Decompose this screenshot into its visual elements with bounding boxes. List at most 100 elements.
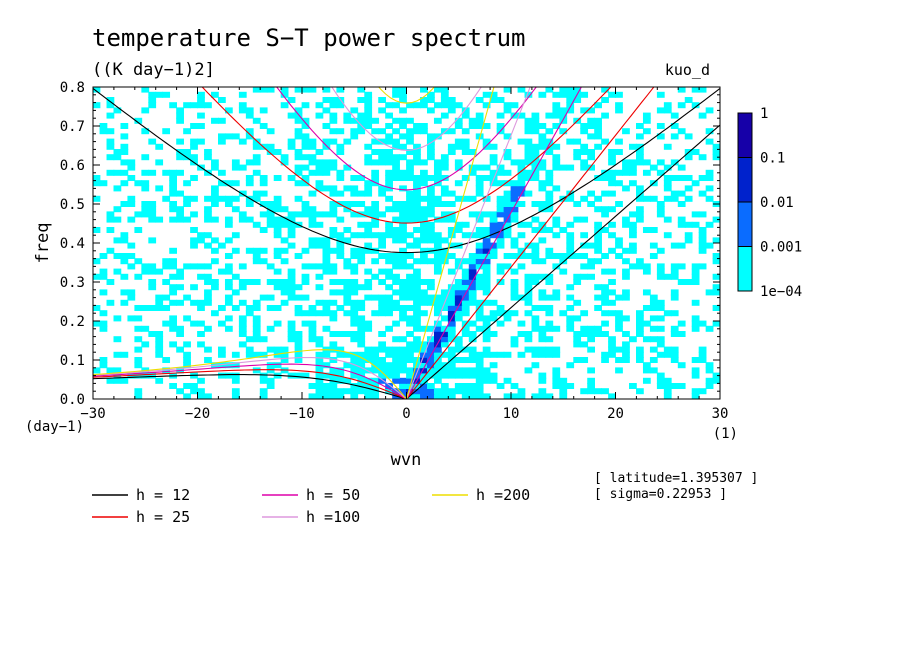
heatmap-cell xyxy=(636,190,644,197)
heatmap-cell xyxy=(454,310,463,317)
heatmap-cell xyxy=(385,154,393,161)
heatmap-cell xyxy=(336,169,345,176)
heatmap-cell xyxy=(475,180,484,187)
heatmap-cell xyxy=(580,149,589,155)
heatmap-cell xyxy=(329,263,338,270)
heatmap-cell xyxy=(531,227,540,233)
heatmap-cell xyxy=(315,383,324,389)
heatmap-cell xyxy=(252,305,261,311)
heatmap-cell xyxy=(155,305,164,311)
heatmap-cell xyxy=(162,305,171,311)
heatmap-cell xyxy=(343,299,352,306)
heatmap-cell xyxy=(93,195,101,202)
heatmap-cell xyxy=(601,169,609,176)
heatmap-cell xyxy=(399,107,407,114)
heatmap-cell xyxy=(350,185,359,192)
y-tick-label: 0.8 xyxy=(60,80,85,96)
heatmap-cell xyxy=(280,247,289,254)
heatmap-cell xyxy=(392,201,400,207)
heatmap-cell xyxy=(148,331,157,337)
heatmap-cell xyxy=(433,367,442,374)
heatmap-cell xyxy=(461,195,470,202)
heatmap-cell xyxy=(489,180,498,187)
heatmap-cell xyxy=(503,253,512,259)
heatmap-cell xyxy=(273,305,282,311)
heatmap-cell xyxy=(357,341,366,348)
dispersion-curve-h25 xyxy=(93,369,407,399)
heatmap-cell xyxy=(608,351,616,358)
heatmap-cell xyxy=(190,211,198,218)
heatmap-cell xyxy=(461,325,470,332)
heatmap-cell xyxy=(622,357,630,363)
heatmap-cell xyxy=(259,247,268,254)
heatmap-cell xyxy=(406,138,414,145)
heatmap-cell xyxy=(371,357,380,363)
heatmap-cell xyxy=(301,154,310,161)
heatmap-cell xyxy=(427,107,435,114)
heatmap-cell xyxy=(636,258,644,265)
heatmap-cell xyxy=(601,138,609,145)
heatmap-cell xyxy=(399,206,407,213)
heatmap-cell xyxy=(127,315,136,322)
heatmap-cell xyxy=(573,341,582,348)
heatmap-cell xyxy=(468,351,477,358)
heatmap-cell xyxy=(670,273,679,280)
heatmap-cell xyxy=(134,227,143,233)
heatmap-cell xyxy=(552,123,561,129)
heatmap-cell xyxy=(252,159,261,166)
heatmap-cell xyxy=(482,123,491,129)
heatmap-cell xyxy=(420,216,428,223)
heatmap-cell xyxy=(113,253,122,259)
heatmap-cell xyxy=(406,201,414,207)
heatmap-cell xyxy=(712,237,720,244)
heatmap-cell xyxy=(392,91,400,98)
heatmap-cell xyxy=(587,331,595,337)
heatmap-cell xyxy=(636,388,644,395)
heatmap-cell xyxy=(545,195,554,202)
heatmap-cell xyxy=(141,107,150,114)
heatmap-cell xyxy=(433,377,442,384)
heatmap-cell xyxy=(343,263,352,270)
heatmap-cell xyxy=(517,263,526,270)
heatmap-cell xyxy=(420,279,428,285)
heatmap-cell xyxy=(245,180,254,187)
heatmap-cell xyxy=(399,258,407,265)
heatmap-cell xyxy=(322,325,331,332)
heatmap-cell xyxy=(440,325,449,332)
heatmap-cell xyxy=(294,331,303,337)
heatmap-cell xyxy=(266,383,275,389)
heatmap-cell xyxy=(524,336,533,343)
heatmap-cell xyxy=(413,362,421,369)
heatmap-cell xyxy=(308,320,317,327)
heatmap-cell xyxy=(343,289,352,296)
heatmap-cell xyxy=(357,87,366,93)
heatmap-cell xyxy=(656,206,665,213)
heatmap-cell xyxy=(475,383,484,389)
heatmap-cell xyxy=(642,336,651,343)
heatmap-cell xyxy=(538,393,547,399)
heatmap-cell xyxy=(420,310,428,317)
colorbar-segment xyxy=(737,112,753,158)
heatmap-cell xyxy=(580,242,589,249)
heatmap-cell xyxy=(698,175,707,181)
heatmap-cell xyxy=(350,268,359,275)
heatmap-cell xyxy=(287,279,296,285)
heatmap-cell xyxy=(406,284,414,291)
heatmap-cell xyxy=(204,102,212,109)
heatmap-cell xyxy=(636,315,644,322)
heatmap-cell xyxy=(413,149,421,155)
heatmap-cell xyxy=(587,164,595,171)
heatmap-cell xyxy=(183,294,191,301)
heatmap-cell xyxy=(211,159,219,166)
heatmap-cell xyxy=(482,351,491,358)
y-unit-label: (day−1) xyxy=(25,419,84,435)
heatmap-cell xyxy=(587,383,595,389)
heatmap-cell xyxy=(531,159,540,166)
heatmap-cell xyxy=(489,377,498,384)
heatmap-cell xyxy=(531,362,540,369)
heatmap-cell xyxy=(427,346,435,353)
heatmap-cell xyxy=(385,232,393,239)
heatmap-cell xyxy=(691,102,700,109)
heatmap-cell xyxy=(594,102,602,109)
heatmap-cell xyxy=(392,154,400,161)
